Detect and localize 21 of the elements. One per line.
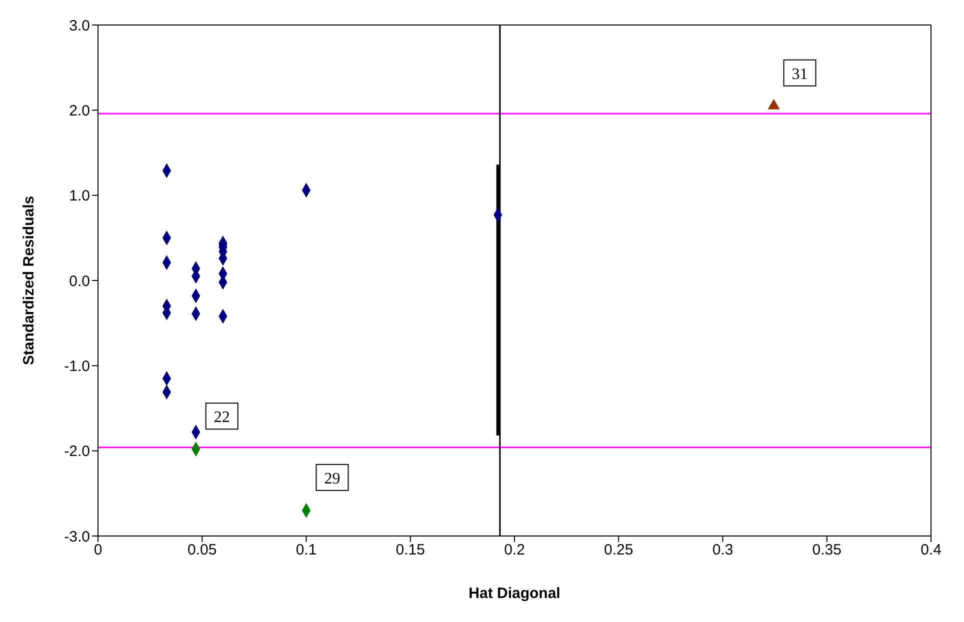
x-tick-label: 0.25 bbox=[604, 542, 634, 559]
y-axis-title: Standardized Residuals bbox=[20, 196, 38, 366]
y-tick-label: -1.0 bbox=[64, 358, 90, 375]
y-tick-label: 1.0 bbox=[69, 188, 90, 205]
y-tick-label: -3.0 bbox=[64, 528, 90, 546]
x-tick-label: 0.3 bbox=[712, 542, 734, 559]
x-tick-label: 0 bbox=[94, 542, 102, 559]
x-axis-title: Hat Diagonal bbox=[468, 585, 560, 602]
x-tick-label: 0.1 bbox=[296, 542, 317, 559]
x-tick-label: 0.05 bbox=[188, 542, 217, 559]
y-tick-label: 0.0 bbox=[69, 272, 90, 290]
x-tick-label: 0.15 bbox=[396, 542, 425, 559]
x-tick-label: 0.2 bbox=[504, 542, 525, 559]
y-tick-label: -2.0 bbox=[64, 443, 90, 460]
annotation: 31 bbox=[792, 66, 808, 83]
annotation: 22 bbox=[214, 409, 230, 426]
x-tick-label: 0.35 bbox=[812, 542, 842, 559]
y-tick-label: 2.0 bbox=[69, 102, 90, 120]
x-tick-label: 0.4 bbox=[920, 542, 942, 559]
annotation: 29 bbox=[324, 470, 340, 488]
y-tick-label: 3.0 bbox=[69, 17, 90, 34]
